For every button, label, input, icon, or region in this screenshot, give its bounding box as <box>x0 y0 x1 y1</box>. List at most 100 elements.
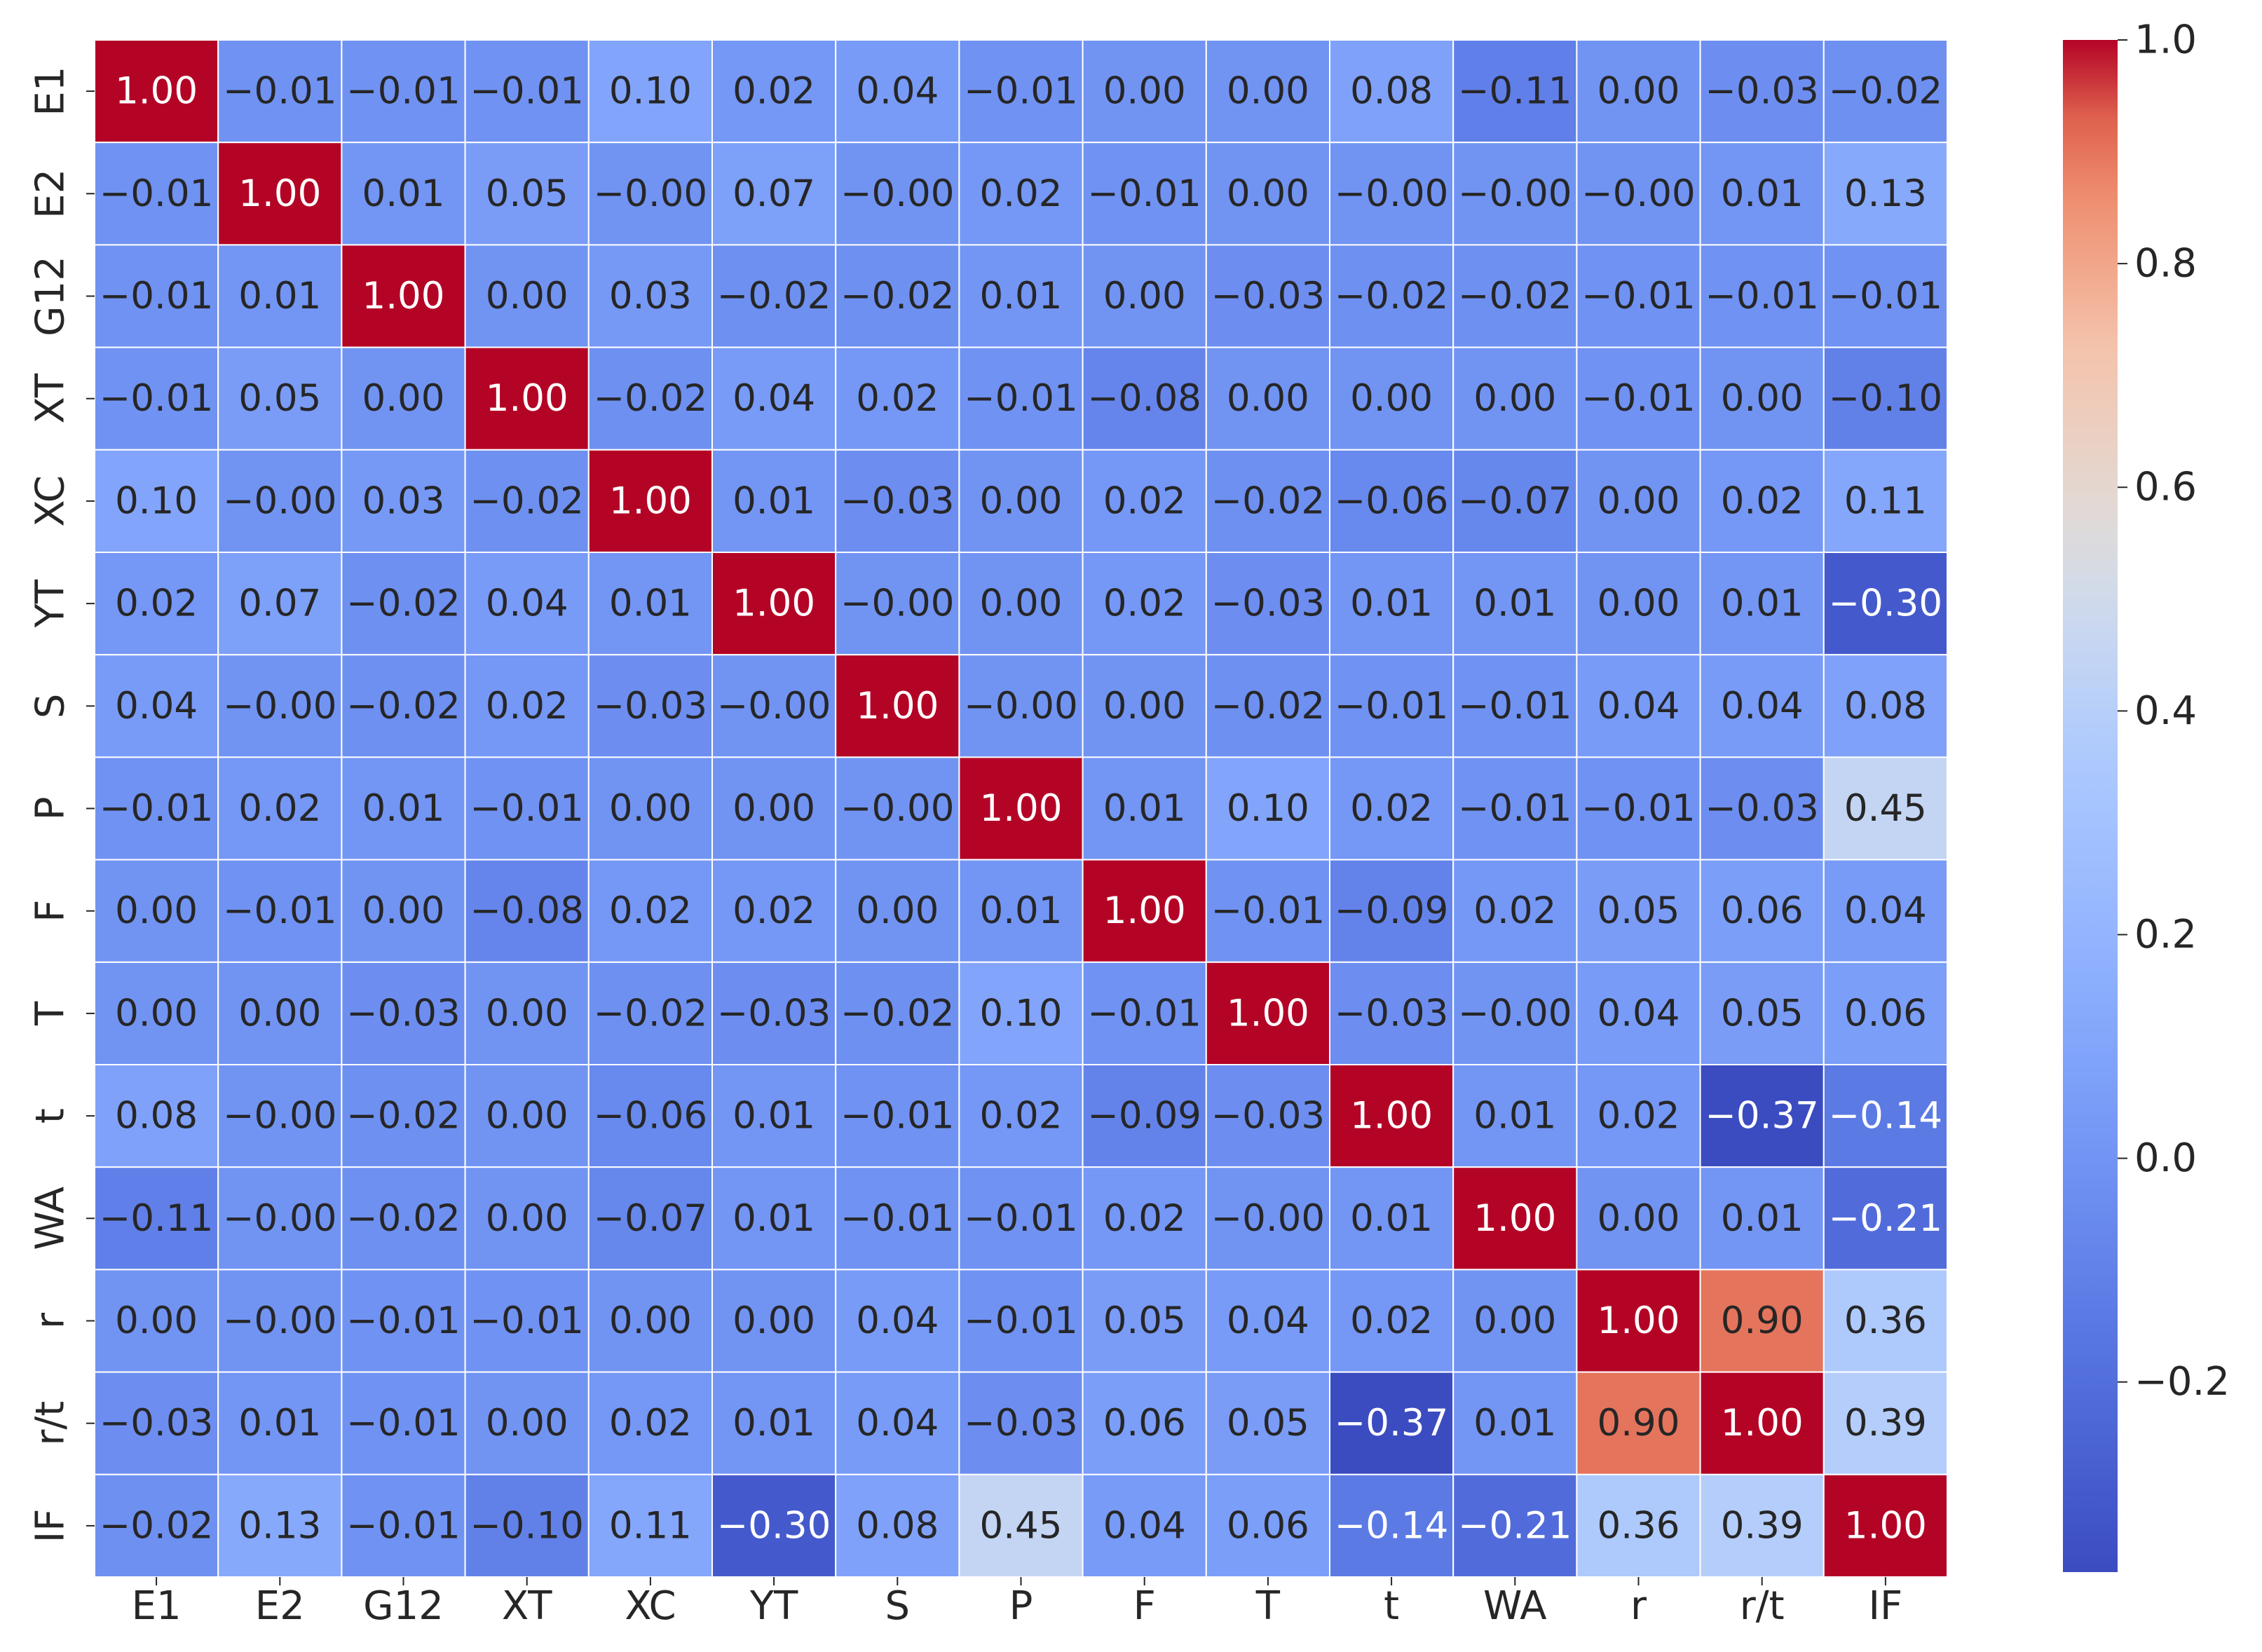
heatmap-cell-value: 0.04 <box>856 1402 939 1445</box>
heatmap-cell-value: 0.10 <box>979 992 1062 1035</box>
heatmap-cell <box>958 654 1084 758</box>
heatmap-cell-value: 0.01 <box>238 275 321 318</box>
heatmap-cell-value: 0.08 <box>1844 685 1927 728</box>
heatmap-cell-value: −0.00 <box>840 172 954 215</box>
heatmap-cell-value: 0.05 <box>1721 992 1804 1035</box>
heatmap-cell-value: −0.03 <box>964 1402 1077 1445</box>
heatmap-cell <box>1699 552 1825 656</box>
heatmap-cell-value: 0.00 <box>1597 479 1680 522</box>
heatmap-cell-value: −0.01 <box>1458 787 1572 830</box>
heatmap-cell <box>1082 552 1207 656</box>
heatmap-cell-value: 0.04 <box>1721 685 1804 728</box>
heatmap-cell-value: 0.00 <box>979 479 1062 522</box>
heatmap-cell-value: 0.02 <box>1103 582 1186 625</box>
heatmap-cell-value: 1.00 <box>1844 1504 1927 1547</box>
heatmap-cell <box>341 756 466 861</box>
heatmap-cell-value: 0.00 <box>1103 685 1186 728</box>
heatmap-cell-value: 0.13 <box>238 1504 321 1547</box>
heatmap-cell-value: 0.01 <box>1103 787 1186 830</box>
heatmap-cell <box>1576 552 1701 656</box>
heatmap-cell <box>1452 449 1578 553</box>
heatmap-cell-value: 0.01 <box>238 1402 321 1445</box>
heatmap-cell <box>835 449 960 553</box>
heatmap-cell-value: 0.00 <box>1350 377 1433 420</box>
heatmap-cell-value: 0.00 <box>486 992 568 1035</box>
heatmap-cell <box>464 142 590 246</box>
heatmap-cell <box>958 39 1084 144</box>
heatmap-cell-value: −0.00 <box>223 1197 336 1240</box>
heatmap-cell <box>587 244 713 348</box>
heatmap-cell-value: 1.00 <box>733 582 815 625</box>
heatmap-cell-value: −0.02 <box>1211 479 1325 522</box>
heatmap-cell <box>1329 961 1454 1066</box>
heatmap-cell-value: −0.02 <box>100 1504 213 1547</box>
heatmap-cell <box>94 654 219 758</box>
heatmap-cell-value: −0.01 <box>223 889 336 932</box>
heatmap-cell <box>341 1269 466 1373</box>
heatmap-cell <box>94 1473 219 1578</box>
heatmap-cell-value: −0.01 <box>1581 787 1695 830</box>
heatmap-cell <box>835 1064 960 1168</box>
heatmap-cell <box>958 142 1084 246</box>
heatmap-cell <box>1822 756 1949 861</box>
x-tick-label: r/t <box>1740 1583 1785 1629</box>
heatmap-cell <box>1822 1166 1949 1271</box>
y-tick-label: G12 <box>28 256 74 336</box>
heatmap-cell <box>464 961 590 1066</box>
heatmap-cell <box>464 449 590 553</box>
heatmap-cell <box>341 552 466 656</box>
x-tick-label: T <box>1255 1583 1281 1629</box>
y-tick-label: E1 <box>28 67 74 116</box>
heatmap-cell <box>94 1166 219 1271</box>
heatmap-cell <box>217 654 343 758</box>
heatmap-cell <box>711 244 837 348</box>
heatmap-cell-value: −0.03 <box>1211 582 1325 625</box>
heatmap-cell <box>1576 1064 1701 1168</box>
heatmap-cell-value: 0.05 <box>486 172 568 215</box>
heatmap-cell <box>1699 449 1825 553</box>
heatmap-cell-value: 0.00 <box>1103 275 1186 318</box>
heatmap-cell <box>341 961 466 1066</box>
heatmap-cell <box>1699 142 1825 246</box>
y-tick-label: XT <box>28 373 74 423</box>
heatmap-cell-value: −0.10 <box>470 1504 583 1547</box>
heatmap-cell <box>1082 244 1207 348</box>
heatmap-cell <box>94 1371 219 1475</box>
heatmap-cell-value: 0.06 <box>1844 992 1927 1035</box>
heatmap-cell-value: −0.01 <box>470 787 583 830</box>
heatmap-cell <box>1452 142 1578 246</box>
heatmap-cell <box>1699 1166 1825 1271</box>
heatmap-cell <box>1699 1269 1825 1373</box>
heatmap-cell-value: −0.01 <box>100 787 213 830</box>
heatmap-cell-value: 1.00 <box>1350 1095 1433 1138</box>
heatmap-cell <box>1699 1064 1825 1168</box>
heatmap-cell <box>958 346 1084 451</box>
heatmap-cell-value: −0.00 <box>223 685 336 728</box>
heatmap-cell <box>1205 654 1331 758</box>
heatmap-cell <box>587 756 713 861</box>
heatmap-cell-value: 0.05 <box>1597 889 1680 932</box>
heatmap-cell <box>1205 39 1331 144</box>
heatmap-cell <box>835 552 960 656</box>
heatmap-cell-value: −0.01 <box>840 1197 954 1240</box>
heatmap-cell-value: −0.03 <box>1705 70 1818 113</box>
heatmap-cell-value: 0.00 <box>1597 582 1680 625</box>
heatmap-cell-value: 0.03 <box>362 479 444 522</box>
heatmap-cell-value: 0.00 <box>1227 172 1309 215</box>
heatmap-cell <box>711 654 837 758</box>
heatmap-cell <box>1699 961 1825 1066</box>
x-tick-label: IF <box>1869 1583 1903 1629</box>
heatmap-cell <box>711 142 837 246</box>
y-tick-label: IF <box>28 1509 74 1543</box>
heatmap-cell <box>835 654 960 758</box>
heatmap-cell-value: −0.14 <box>1829 1095 1942 1138</box>
heatmap-cells <box>94 39 1949 1578</box>
heatmap-cell-value: 0.00 <box>733 1299 815 1342</box>
heatmap-cell-value: 0.01 <box>1350 1197 1433 1240</box>
heatmap-cell-value: −0.03 <box>1211 275 1325 318</box>
heatmap-cell <box>1329 1064 1454 1168</box>
x-tick-label: t <box>1384 1583 1399 1629</box>
heatmap-cell-value: 0.00 <box>1597 70 1680 113</box>
heatmap-cell-value: −0.02 <box>1335 275 1448 318</box>
